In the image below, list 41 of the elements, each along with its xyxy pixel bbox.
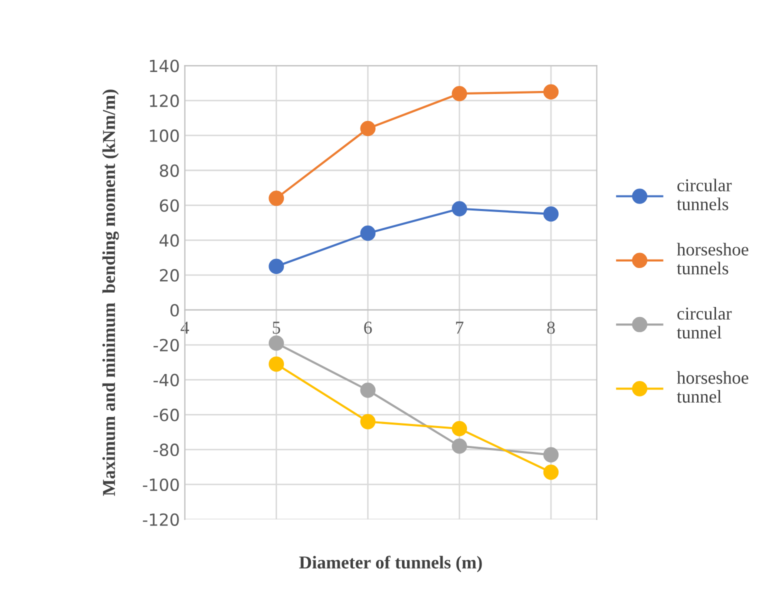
y-tick-label: -100 [142,478,179,492]
y-tick-label: 140 [150,60,179,72]
point [452,201,468,216]
y-tick-label: 120 [150,94,179,108]
point [268,336,284,351]
x-tick-label: 5 [272,322,280,334]
point [452,421,468,436]
y-tick-label: -40 [154,374,179,386]
legend-label: horseshoe tunnels [676,242,748,274]
point [543,464,559,480]
point [268,258,284,274]
point [360,226,376,241]
y-tick-label: 100 [150,129,179,142]
y-tick-label: 60 [160,199,179,212]
point [543,206,559,222]
point [452,438,468,454]
point [452,86,468,102]
y-axis-title: Maximum and minimum bending moment (kNm/m) [102,90,119,496]
y-tick-label: 0 [170,304,179,317]
y-tick-label: 40 [160,234,179,247]
point [360,120,376,136]
y-tick-label: -80 [154,444,179,456]
y-tick-label: -120 [142,513,179,526]
x-tick-label: 8 [547,322,555,334]
legend-label: circular tunnels [676,178,732,210]
y-tick-label: -20 [154,338,179,352]
x-axis-title: Diameter of tunnels (m) [299,556,482,572]
point [268,190,284,206]
legend-label: horseshoe tunnel [676,371,748,403]
y-tick-label: -60 [154,408,179,422]
point [543,84,559,100]
legend-label: circular tunnel [676,306,732,339]
point [360,414,376,430]
y-tick-label: 20 [160,269,179,282]
point [268,356,284,372]
y-tick-label: 80 [160,164,179,177]
x-tick-label: 6 [364,322,372,334]
point [543,447,559,462]
x-tick-label: 7 [456,322,464,334]
x-tick-label: 4 [180,322,190,334]
point [360,382,376,398]
